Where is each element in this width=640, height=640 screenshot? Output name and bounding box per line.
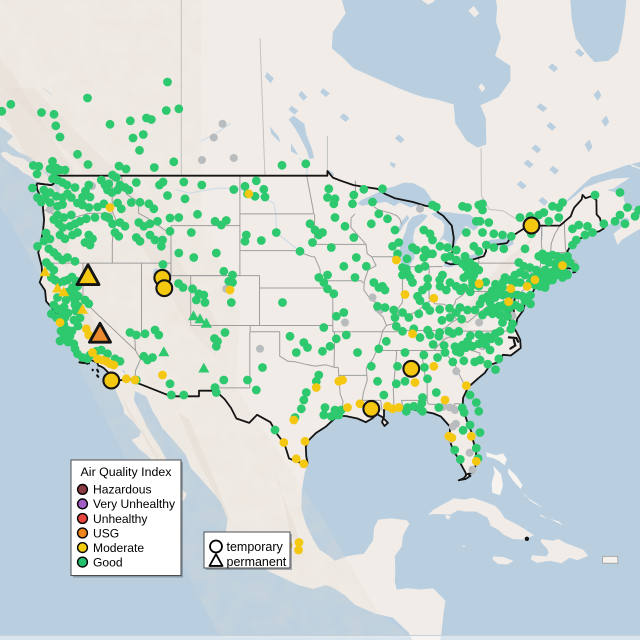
svg-text:Very Unhealthy: Very Unhealthy — [93, 497, 176, 511]
svg-text:permanent: permanent — [227, 555, 287, 569]
svg-text:Air Quality Index: Air Quality Index — [81, 465, 173, 479]
svg-text:Hazardous: Hazardous — [93, 483, 152, 497]
svg-text:USG: USG — [93, 526, 119, 540]
svg-text:temporary: temporary — [227, 540, 284, 554]
svg-text:Moderate: Moderate — [93, 541, 144, 555]
svg-text:Good: Good — [93, 555, 123, 569]
svg-text:Unhealthy: Unhealthy — [93, 512, 148, 526]
